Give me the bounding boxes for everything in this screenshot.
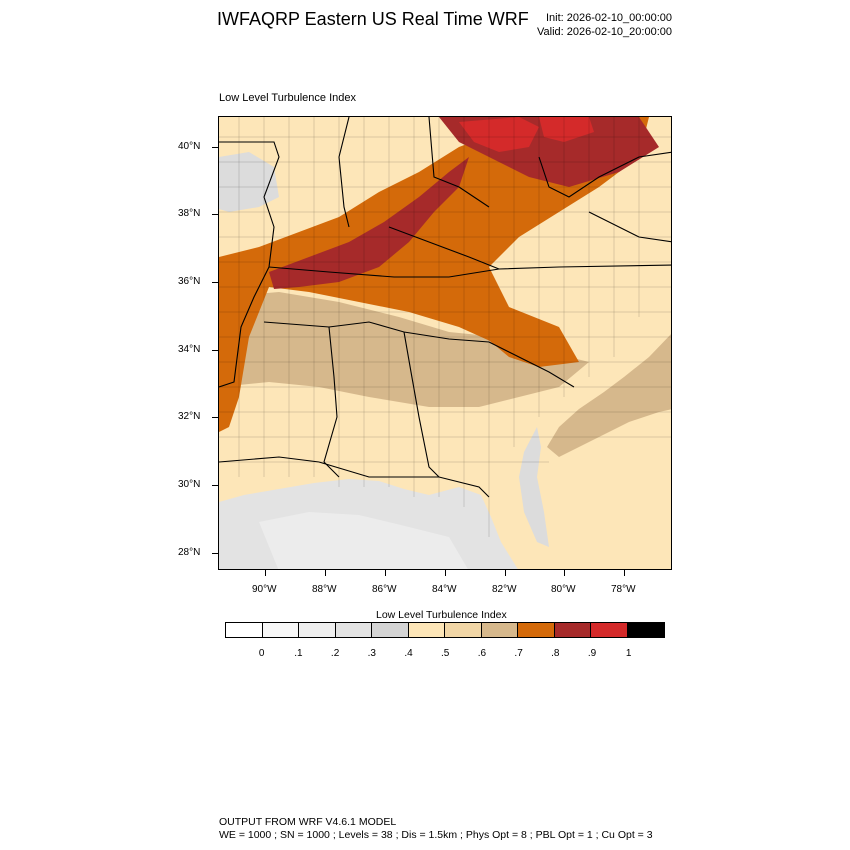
colorbar-label: .1 (294, 648, 303, 659)
colorbar-swatch (554, 623, 592, 637)
county-lines (219, 117, 671, 537)
red-core-east (539, 117, 594, 142)
lat-tick (212, 553, 218, 554)
lat-tick (212, 147, 218, 148)
tan-belt (219, 292, 589, 407)
lat-tick (212, 350, 218, 351)
lon-tick (265, 570, 266, 576)
sc-orange (479, 322, 574, 367)
colorbar-label: 0 (258, 648, 265, 659)
colorbar-swatch (481, 623, 519, 637)
lon-label: 80°W (551, 584, 576, 595)
lat-tick (212, 282, 218, 283)
map-field (219, 117, 671, 569)
red-core (459, 117, 539, 152)
lon-tick (445, 570, 446, 576)
lon-label: 90°W (252, 584, 277, 595)
lon-tick (505, 570, 506, 576)
dark-red-core (269, 157, 469, 289)
lat-label: 34°N (178, 344, 201, 355)
colorbar-label: .2 (330, 648, 340, 659)
lat-tick (212, 417, 218, 418)
colorbar-swatch (591, 623, 628, 637)
map-panel (218, 116, 672, 570)
atlantic-tan-zone (547, 334, 671, 457)
lon-tick (564, 570, 565, 576)
colorbar-label: .9 (587, 648, 597, 659)
footer-model-line: OUTPUT FROM WRF V4.6.1 MODEL (219, 816, 397, 828)
lat-tick (212, 485, 218, 486)
lon-label: 82°W (492, 584, 517, 595)
colorbar-swatch (372, 623, 409, 637)
lon-label: 88°W (312, 584, 337, 595)
colorbar-label: .3 (367, 648, 376, 659)
lat-label: 30°N (178, 479, 201, 490)
colorbar-title: Low Level Turbulence Index (376, 609, 507, 621)
colorbar-swatch (627, 623, 665, 637)
lat-label: 36°N (178, 276, 201, 287)
colorbar-label: .7 (514, 648, 523, 659)
colorbar-label: .8 (551, 648, 560, 659)
colorbar-label: 1 (625, 648, 632, 659)
colorbar (225, 622, 666, 638)
colorbar-swatch (299, 623, 336, 637)
colorbar-swatch (445, 623, 482, 637)
colorbar-label: .6 (477, 648, 487, 659)
chart-title: IWFAQRP Eastern US Real Time WRF (217, 9, 529, 29)
colorbar-swatch (335, 623, 373, 637)
gulf-light-patch (259, 512, 468, 569)
colorbar-swatch (518, 623, 555, 637)
colorbar-swatch (408, 623, 446, 637)
colorbar-swatch (226, 623, 263, 637)
colorbar-label: .5 (441, 648, 450, 659)
lon-tick (385, 570, 386, 576)
lat-label: 38°N (178, 208, 201, 219)
lon-tick (325, 570, 326, 576)
lon-tick (624, 570, 625, 576)
colorbar-swatch (262, 623, 300, 637)
footer-config-line: WE = 1000 ; SN = 1000 ; Levels = 38 ; Di… (219, 829, 653, 841)
map-subtitle: Low Level Turbulence Index (219, 92, 356, 104)
atlantic-grey-nearshore (519, 427, 549, 547)
lat-tick (212, 214, 218, 215)
lon-label: 78°W (611, 584, 636, 595)
lat-label: 28°N (178, 547, 201, 558)
valid-time: Valid: 2026-02-10_20:00:00 (537, 26, 672, 38)
lat-label: 32°N (178, 411, 201, 422)
lon-label: 86°W (372, 584, 397, 595)
lat-label: 40°N (178, 141, 201, 152)
lon-label: 84°W (432, 584, 457, 595)
init-time: Init: 2026-02-10_00:00:00 (546, 12, 672, 24)
colorbar-label: .4 (404, 648, 413, 659)
